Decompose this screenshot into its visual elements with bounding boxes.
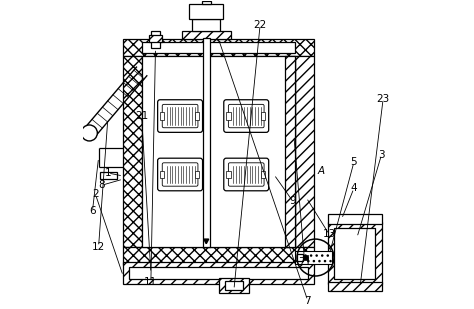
Bar [226,112,230,120]
Bar [334,228,375,279]
FancyBboxPatch shape [158,158,202,191]
Text: 22: 22 [254,20,267,30]
Bar [226,171,230,178]
Bar [328,222,382,284]
Bar [328,282,382,291]
Bar [182,32,231,39]
Text: 71: 71 [298,257,311,267]
FancyBboxPatch shape [224,100,269,132]
Text: 7: 7 [304,296,311,306]
FancyBboxPatch shape [162,104,198,128]
Bar [295,56,314,247]
FancyBboxPatch shape [228,104,264,128]
Text: 8: 8 [98,180,105,190]
Bar [195,171,199,178]
Text: 9: 9 [289,196,296,206]
Bar [285,56,295,247]
Bar [123,262,314,284]
Text: 13: 13 [323,230,336,239]
Text: 4: 4 [351,183,357,193]
Bar [160,171,164,178]
Text: 1: 1 [104,168,111,178]
Bar [123,56,142,247]
FancyBboxPatch shape [162,163,198,186]
Bar [303,256,308,260]
Bar [297,255,303,260]
Text: 23: 23 [376,94,390,104]
Polygon shape [84,129,94,137]
Bar [225,281,243,290]
Bar [129,267,308,279]
Text: 2: 2 [92,189,99,200]
Bar [201,1,211,4]
Bar [202,38,210,247]
Bar [328,214,382,224]
Bar [261,171,265,178]
FancyBboxPatch shape [228,163,264,186]
Bar [189,4,223,19]
Bar [192,19,220,32]
Bar [219,277,249,293]
Bar [151,32,160,49]
Text: 6: 6 [89,206,96,216]
Bar [142,56,295,247]
Text: 21: 21 [135,111,148,121]
Bar [123,247,314,265]
Text: 11: 11 [144,277,157,287]
Bar [100,172,117,179]
FancyBboxPatch shape [224,158,269,191]
Bar [149,35,162,42]
Bar [123,39,314,56]
Text: 5: 5 [351,157,357,167]
Bar [261,112,265,120]
Text: A: A [318,167,325,176]
FancyBboxPatch shape [158,100,202,132]
Polygon shape [204,239,209,244]
Circle shape [82,125,97,141]
Bar [160,112,164,120]
Bar [195,112,199,120]
Bar [142,42,295,53]
Text: 12: 12 [92,242,105,252]
Bar [295,252,332,264]
Text: 3: 3 [378,150,385,159]
